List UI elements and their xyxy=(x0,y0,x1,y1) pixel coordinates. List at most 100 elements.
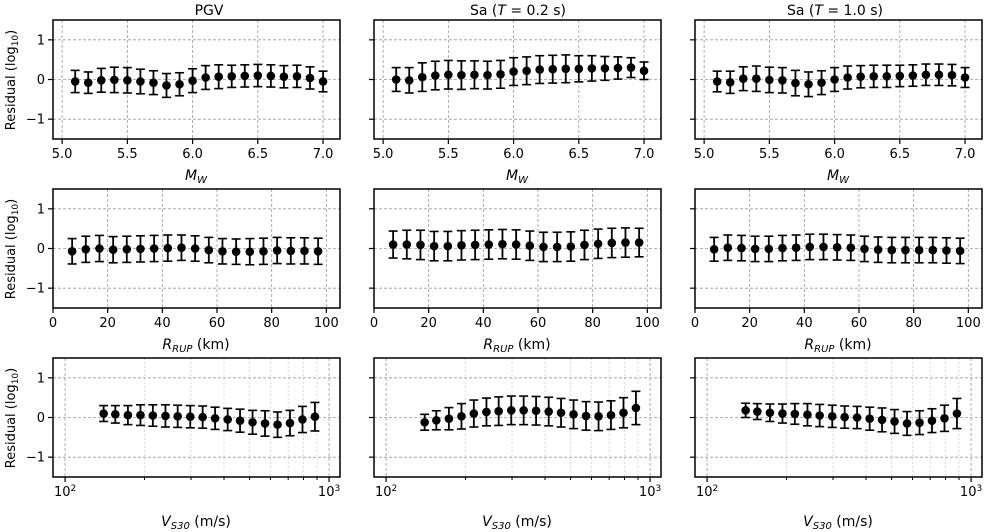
data-point xyxy=(266,71,276,81)
data-point xyxy=(626,63,636,72)
panels: 5.0 5.5 6.0 6.5 7.0 −1 0 1 5.0 5.5 6.0 6.5 7.0 5.0 5.5… xyxy=(26,19,983,500)
data-point xyxy=(873,245,883,254)
data-point xyxy=(286,246,296,256)
data-point xyxy=(259,246,268,256)
data-point xyxy=(218,246,227,256)
data-point xyxy=(535,65,544,74)
data-point xyxy=(99,409,108,418)
x-axis-label-rrup-col-1: RRUP (km) xyxy=(162,337,229,355)
y-tick-label: 0 xyxy=(37,242,45,257)
data-point xyxy=(431,71,440,80)
x-tick-label: 40 xyxy=(154,316,171,331)
data-point xyxy=(752,74,761,84)
data-point xyxy=(865,414,874,423)
data-point xyxy=(902,419,912,428)
data-point xyxy=(70,77,80,86)
data-point xyxy=(817,78,826,87)
data-point xyxy=(457,241,466,250)
data-point xyxy=(544,407,553,416)
data-point xyxy=(498,239,507,249)
data-point xyxy=(506,406,516,415)
data-point xyxy=(915,418,924,427)
x-tick-label: 6.5 xyxy=(568,147,589,162)
data-point xyxy=(725,77,735,87)
data-point xyxy=(895,71,905,81)
data-point xyxy=(494,406,503,416)
x-tick-label: 102 xyxy=(54,484,76,500)
x-tick-label: 7.0 xyxy=(955,147,976,162)
data-point xyxy=(292,72,302,81)
data-point xyxy=(952,409,962,418)
data-point xyxy=(273,420,282,429)
data-point xyxy=(815,411,824,420)
panel-3-2: 102 103 xyxy=(369,357,662,500)
data-point xyxy=(136,410,145,420)
data-point xyxy=(750,244,760,254)
data-point xyxy=(509,67,518,76)
data-point xyxy=(496,70,505,79)
data-point xyxy=(791,78,800,88)
data-point xyxy=(566,242,576,251)
data-point xyxy=(594,412,603,421)
y-tick-label: −1 xyxy=(26,451,45,466)
panel-1-2: 5.0 5.5 6.0 6.5 7.0 xyxy=(369,19,662,162)
x-tick-label: 40 xyxy=(475,316,492,331)
plot-frame xyxy=(373,188,662,309)
data-point xyxy=(569,410,578,419)
data-point xyxy=(253,71,263,80)
data-point xyxy=(248,417,257,427)
data-point xyxy=(161,411,170,421)
x-tick-label: 7.0 xyxy=(634,147,655,162)
plot-frame xyxy=(52,357,341,478)
data-point xyxy=(149,244,159,253)
x-axis-label-vs30-col-2: VS30 (m/s) xyxy=(482,514,552,532)
x-tick-label: 5.5 xyxy=(117,147,138,162)
data-point xyxy=(737,243,746,253)
data-point xyxy=(136,244,145,254)
data-point xyxy=(860,244,869,254)
x-tick-label: 6.0 xyxy=(503,147,524,162)
data-point xyxy=(260,419,270,428)
data-point xyxy=(709,244,719,254)
data-point xyxy=(887,245,897,255)
data-point xyxy=(869,72,879,81)
data-point xyxy=(803,410,812,420)
data-point xyxy=(738,74,748,84)
plot-frame xyxy=(52,19,341,140)
x-tick-label: 5.0 xyxy=(52,147,73,162)
data-point xyxy=(67,246,77,256)
data-point xyxy=(110,75,119,85)
data-point xyxy=(175,79,184,89)
data-point xyxy=(587,64,597,73)
data-point xyxy=(457,70,466,80)
data-point xyxy=(214,72,223,82)
x-tick-label: 6.0 xyxy=(182,147,203,162)
data-point xyxy=(552,242,562,252)
data-point xyxy=(298,415,307,424)
data-point xyxy=(639,66,649,76)
x-tick-label: 102 xyxy=(696,484,718,500)
data-point xyxy=(177,243,186,253)
data-point xyxy=(790,409,800,419)
data-point xyxy=(955,246,965,256)
data-point xyxy=(457,412,466,421)
data-point xyxy=(539,242,548,252)
data-point xyxy=(122,244,132,254)
x-tick-label: 6.5 xyxy=(889,147,910,162)
data-point xyxy=(310,412,320,422)
data-point xyxy=(443,241,453,251)
data-point xyxy=(778,409,787,418)
data-point xyxy=(753,407,762,416)
x-axis-label-mw-col-1: MW xyxy=(185,168,208,186)
panel-1-1: 5.0 5.5 6.0 6.5 7.0 −1 0 1 xyxy=(26,19,341,162)
x-tick-label: 6.0 xyxy=(824,147,845,162)
plot-frame xyxy=(52,188,341,309)
data-point xyxy=(619,408,628,418)
data-point xyxy=(511,240,521,249)
panel-3-3: 102 103 xyxy=(690,357,983,500)
data-point xyxy=(927,416,937,425)
column-title-sa-1.0: Sa (T = 1.0 s) xyxy=(787,3,883,19)
data-point xyxy=(519,406,528,415)
data-point xyxy=(580,240,589,250)
data-point xyxy=(318,77,328,86)
